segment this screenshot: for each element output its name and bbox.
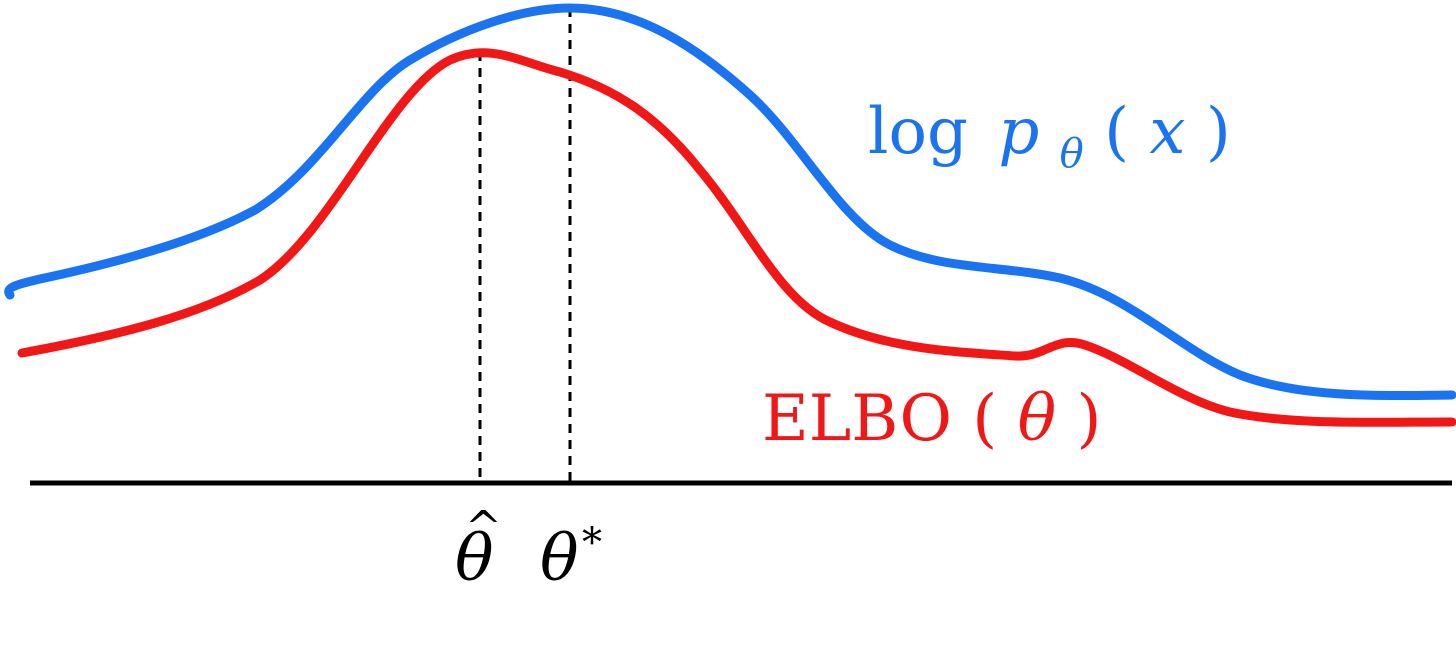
log-likelihood-curve (4, 3, 1456, 401)
theta-star-symbol: θ (540, 522, 579, 596)
theta-hat-label: ^ θ (455, 502, 502, 596)
log-label-prefix: log (868, 95, 968, 169)
log-likelihood-label: log p θ ( x ) (868, 95, 1231, 183)
elbo-label-close-paren: ) (1076, 382, 1101, 456)
elbo-label-open-paren: ( (972, 382, 997, 456)
log-label-theta-subscript: θ (1060, 131, 1084, 177)
elbo-curve (17, 48, 1456, 427)
theta-star-label: θ * (540, 520, 602, 596)
log-label-open-paren: ( (1104, 95, 1129, 169)
log-label-close-paren: ) (1206, 95, 1231, 169)
theta-hat-accent: ^ (465, 502, 502, 553)
log-label-x: x (1149, 95, 1185, 169)
elbo-label-theta: θ (1018, 382, 1057, 456)
theta-star-superscript: * (582, 520, 602, 566)
elbo-label: ELBO ( θ ) (762, 382, 1101, 456)
log-label-p: p (998, 95, 1039, 169)
theta-hat-symbol: θ (455, 522, 494, 596)
elbo-label-prefix: ELBO (762, 382, 952, 456)
